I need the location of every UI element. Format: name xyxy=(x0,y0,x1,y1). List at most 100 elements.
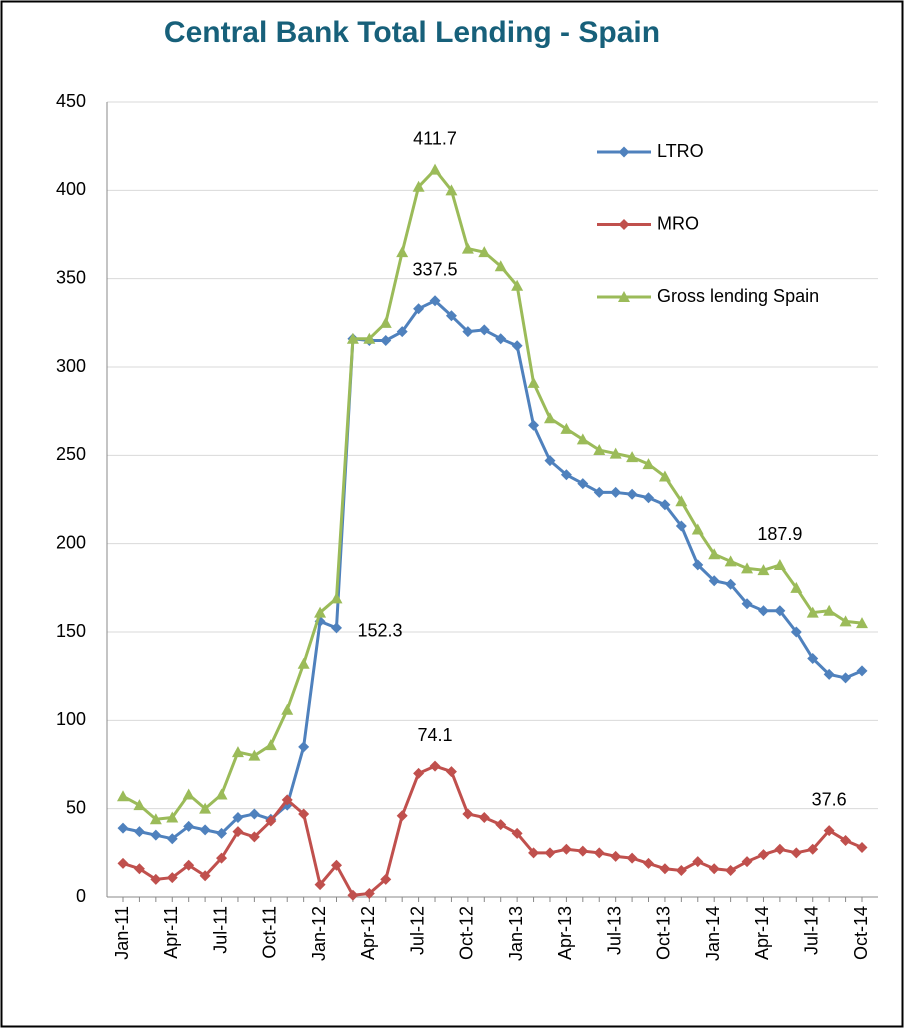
data-point xyxy=(528,419,540,431)
data-point xyxy=(298,741,310,753)
data-point xyxy=(708,863,720,875)
data-point xyxy=(413,767,425,779)
data-point xyxy=(741,856,753,868)
data-point xyxy=(133,826,145,838)
data-point xyxy=(478,324,490,336)
x-tick-label: Apr-13 xyxy=(555,906,575,960)
data-label: 152.3 xyxy=(357,621,402,641)
data-point xyxy=(182,788,195,800)
data-point xyxy=(609,447,622,459)
data-point xyxy=(675,495,688,507)
data-point xyxy=(626,451,639,463)
series-line xyxy=(122,168,863,821)
data-point xyxy=(511,827,523,839)
x-tick-label: Jan-13 xyxy=(506,906,526,961)
legend-marker xyxy=(618,146,630,158)
data-point xyxy=(528,847,540,859)
data-point xyxy=(840,834,852,846)
y-tick-label: 0 xyxy=(76,886,86,906)
data-label: 337.5 xyxy=(412,260,457,280)
data-point xyxy=(576,433,589,445)
legend-label: LTRO xyxy=(657,141,704,161)
data-point xyxy=(232,812,244,823)
data-point xyxy=(133,799,146,811)
y-tick-label: 200 xyxy=(56,532,86,552)
data-point xyxy=(773,559,786,571)
y-tick-label: 250 xyxy=(56,444,86,464)
data-point xyxy=(396,810,408,822)
data-point xyxy=(544,847,556,859)
data-point xyxy=(560,843,572,855)
data-point xyxy=(658,470,671,482)
data-point xyxy=(265,815,277,827)
data-point xyxy=(708,548,721,560)
data-point xyxy=(675,865,687,876)
data-point xyxy=(807,843,819,855)
data-point xyxy=(183,820,195,832)
data-point xyxy=(856,617,868,629)
data-point xyxy=(593,486,605,498)
data-point xyxy=(231,746,244,758)
data-point xyxy=(560,469,572,481)
data-point xyxy=(577,845,589,857)
data-point xyxy=(478,246,491,258)
data-point xyxy=(807,653,819,664)
data-point xyxy=(150,829,162,841)
data-point xyxy=(396,246,409,258)
data-point xyxy=(330,622,342,634)
y-tick-label: 50 xyxy=(66,797,86,817)
data-point xyxy=(462,808,474,820)
data-point xyxy=(495,333,507,345)
data-label: 411.7 xyxy=(413,128,457,148)
legend-marker xyxy=(618,219,630,230)
data-point xyxy=(363,332,376,344)
y-tick-label: 450 xyxy=(56,91,86,111)
data-point xyxy=(725,578,737,590)
x-tick-label: Jan-11 xyxy=(112,906,132,960)
data-point xyxy=(199,824,211,836)
data-point xyxy=(412,180,425,192)
data-point xyxy=(199,802,212,814)
data-point xyxy=(445,310,457,322)
data-point xyxy=(379,316,392,328)
data-point xyxy=(675,520,687,532)
data-point xyxy=(577,478,589,490)
data-point xyxy=(511,279,524,291)
data-point xyxy=(462,326,474,338)
data-point xyxy=(610,486,622,498)
data-label: 187.9 xyxy=(757,524,802,544)
data-point xyxy=(790,581,803,593)
data-point xyxy=(363,887,375,899)
data-point xyxy=(593,444,606,456)
data-point xyxy=(429,163,442,175)
x-tick-label: Jan-14 xyxy=(703,906,723,961)
series-line xyxy=(122,299,863,841)
data-point xyxy=(543,412,556,424)
data-point xyxy=(216,852,228,864)
data-point xyxy=(527,376,540,388)
data-point xyxy=(264,739,277,751)
data-point xyxy=(347,889,359,901)
data-point xyxy=(346,332,359,344)
data-point xyxy=(298,808,310,820)
data-point xyxy=(183,859,195,871)
data-point xyxy=(692,856,704,868)
data-point xyxy=(840,672,852,684)
x-tick-label: Jul-13 xyxy=(604,906,624,955)
data-point xyxy=(643,857,655,869)
data-point xyxy=(461,242,474,254)
data-point xyxy=(757,564,770,576)
x-tick-label: Apr-12 xyxy=(358,906,378,960)
data-point xyxy=(560,422,573,434)
data-point xyxy=(215,788,228,800)
y-tick-label: 150 xyxy=(56,621,86,641)
data-point xyxy=(741,598,753,610)
data-point xyxy=(429,295,441,307)
data-point xyxy=(692,559,704,571)
data-point xyxy=(626,852,638,864)
data-point xyxy=(232,826,244,838)
data-point xyxy=(478,812,490,823)
data-point xyxy=(708,575,720,587)
